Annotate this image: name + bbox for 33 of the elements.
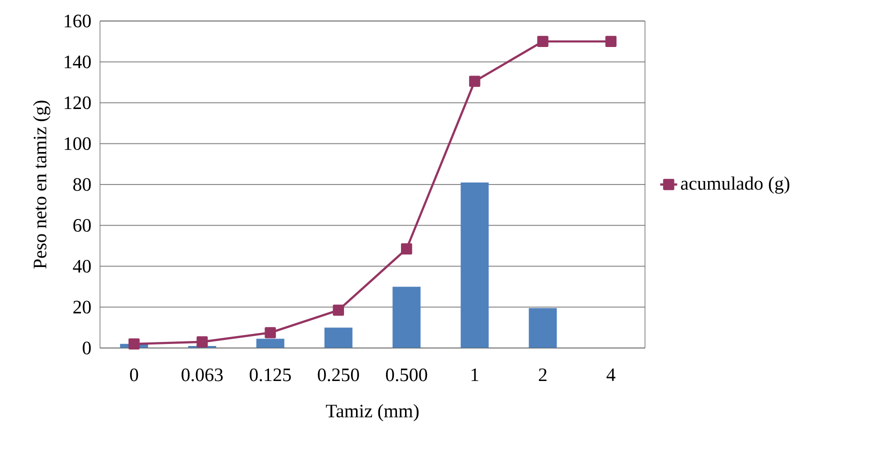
y-tick-label: 40 <box>72 260 91 273</box>
x-tick-label: 1 <box>472 368 478 381</box>
point <box>469 76 480 87</box>
point <box>400 243 412 254</box>
x-tick-label: 2 <box>538 368 546 381</box>
x-tick-label: 0.250 <box>318 368 359 382</box>
bar <box>460 182 489 348</box>
y-tick-label: 80 <box>73 178 91 191</box>
x-tick-label: 0.063 <box>182 368 223 382</box>
y-tick-label: 60 <box>73 219 91 232</box>
x-axis-title: Tamiz (mm) <box>326 404 419 422</box>
bar <box>324 328 352 348</box>
point <box>196 336 208 348</box>
point <box>264 327 276 338</box>
y-tick-label: 120 <box>64 96 91 110</box>
y-tick-label: 160 <box>64 14 91 28</box>
point <box>128 338 140 350</box>
bar <box>392 286 421 348</box>
point <box>537 36 548 48</box>
bar <box>256 338 284 348</box>
y-tick-label: 100 <box>64 137 91 150</box>
y-tick-label: 140 <box>64 55 91 68</box>
point <box>605 36 617 48</box>
x-tick-label: 0 <box>130 368 138 382</box>
legend-label: acumulado (g) <box>680 176 790 194</box>
x-tick-label: 0.500 <box>386 368 428 382</box>
y-tick-label: 0 <box>82 342 91 354</box>
bar <box>528 308 557 348</box>
y-tick-label: 20 <box>73 300 91 314</box>
x-tick-label: 4 <box>606 368 616 381</box>
point <box>332 304 344 316</box>
y-axis-title: Peso neto en tamiz (g) <box>33 100 50 269</box>
x-tick-label: 0.125 <box>250 368 291 382</box>
